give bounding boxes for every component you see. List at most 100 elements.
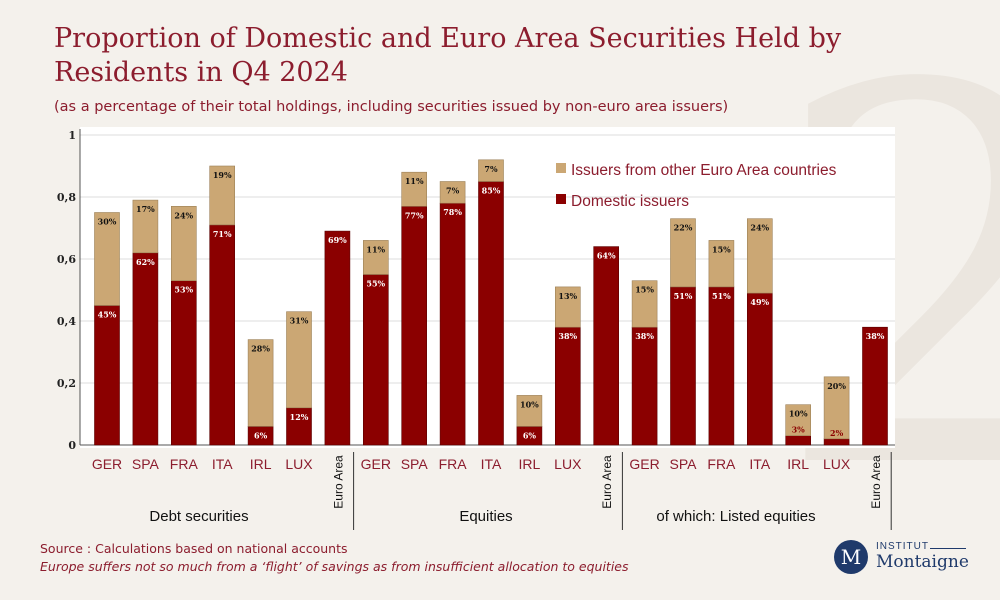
bar-euro-area [708, 240, 735, 288]
bar-euro-area [286, 311, 312, 409]
group-label: of which: Listed equities [656, 508, 815, 525]
footnote-text: Europe suffers not so much from a ‘fligh… [40, 559, 629, 574]
bar-euro-area [516, 395, 543, 427]
bar-euro-area [94, 212, 120, 306]
domestic-data-label: 55% [366, 279, 385, 289]
bar-euro-area [401, 171, 428, 207]
x-category-label: IRL [787, 456, 809, 472]
domestic-data-label: 85% [482, 186, 501, 196]
euro-area-data-label: 24% [174, 210, 193, 220]
bar-euro-area [209, 165, 235, 226]
bar-domestic [862, 326, 888, 446]
x-category-label: SPA [132, 456, 160, 472]
domestic-data-label: 78% [443, 207, 462, 217]
y-tick-label: 0,8 [57, 191, 76, 204]
group-label: Equities [459, 508, 512, 525]
group-label: Debt securities [149, 508, 248, 525]
bar-euro-area [785, 404, 812, 437]
x-category-label: IRL [519, 456, 541, 472]
domestic-data-label: 62% [136, 257, 155, 267]
euro-area-data-label: 24% [750, 223, 769, 233]
euro-area-data-label: 17% [136, 204, 155, 214]
domestic-data-label: 12% [290, 412, 309, 422]
bar-euro-area [478, 159, 504, 182]
bar-domestic [439, 202, 466, 446]
y-tick-label: 0 [68, 439, 76, 452]
bar-domestic [708, 286, 735, 446]
x-category-label: Euro Area [600, 455, 614, 509]
bar-euro-area [670, 218, 696, 288]
domestic-data-label: 53% [174, 285, 193, 295]
bar-domestic [401, 206, 428, 446]
page-subtitle: (as a percentage of their total holdings… [54, 99, 729, 115]
bar-euro-area [171, 206, 197, 282]
logo-line1: INSTITUT [876, 541, 929, 552]
domestic-data-label: 2% [830, 428, 844, 438]
x-category-label: Euro Area [869, 455, 883, 509]
x-category-label: LUX [554, 456, 582, 472]
euro-area-data-label: 30% [98, 217, 117, 227]
x-category-label: GER [361, 456, 391, 472]
bar-domestic [593, 246, 620, 446]
x-category-label: SPA [401, 456, 429, 472]
euro-area-data-label: 31% [290, 316, 309, 326]
bar-domestic [209, 224, 235, 446]
domestic-data-label: 51% [712, 291, 731, 301]
x-category-label: ITA [212, 456, 233, 472]
domestic-data-label: 77% [405, 210, 424, 220]
logo-divider [930, 548, 966, 549]
x-category-label: IRL [250, 456, 272, 472]
euro-area-data-label: 11% [405, 176, 424, 186]
x-category-label: ITA [749, 456, 770, 472]
bar-domestic [286, 407, 312, 446]
euro-area-data-label: 20% [827, 381, 846, 391]
x-category-label: FRA [707, 456, 736, 472]
bar-euro-area [631, 280, 658, 328]
legend-label-domestic: Domestic issuers [571, 193, 689, 210]
domestic-data-label: 38% [866, 331, 885, 341]
domestic-data-label: 6% [523, 430, 537, 440]
x-category-label: FRA [170, 456, 199, 472]
domestic-data-label: 6% [254, 430, 268, 440]
domestic-data-label: 38% [635, 331, 654, 341]
euro-area-data-label: 7% [446, 186, 460, 196]
euro-area-data-label: 13% [558, 291, 577, 301]
x-category-label: LUX [823, 456, 851, 472]
euro-area-data-label: 10% [520, 399, 539, 409]
bar-domestic [785, 435, 812, 446]
bar-euro-area [439, 181, 466, 204]
legend-label-euro-area: Issuers from other Euro Area countries [571, 162, 837, 179]
euro-area-data-label: 19% [213, 170, 232, 180]
bar-euro-area [247, 339, 274, 427]
domestic-data-label: 71% [213, 229, 232, 239]
bar-domestic [554, 326, 581, 446]
logo-line2: Montaigne [876, 552, 969, 572]
x-category-label: GER [92, 456, 122, 472]
x-category-label: ITA [481, 456, 502, 472]
bar-domestic [94, 305, 120, 446]
euro-area-data-label: 11% [366, 244, 385, 254]
bar-domestic [746, 292, 773, 446]
y-tick-label: 0,6 [57, 253, 76, 266]
legend-swatch-domestic [556, 194, 566, 204]
euro-area-data-label: 28% [251, 344, 270, 354]
bar-domestic [171, 280, 197, 446]
domestic-data-label: 38% [558, 331, 577, 341]
euro-area-data-label: 15% [635, 285, 654, 295]
stacked-bar-chart: 0 0,2 0,4 0,6 0,8 1 45% 30% GER 62% 17% SPA 53% 24% FR… [57, 129, 895, 530]
domestic-data-label: 64% [597, 251, 616, 261]
legend-swatch-euro-area [556, 163, 566, 173]
x-category-label: FRA [439, 456, 468, 472]
bar-domestic [670, 286, 696, 446]
euro-area-data-label: 7% [484, 164, 498, 174]
y-tick-label: 1 [68, 129, 76, 142]
domestic-data-label: 69% [328, 235, 347, 245]
bar-domestic [324, 230, 351, 446]
x-category-label: SPA [670, 456, 698, 472]
institut-montaigne-logo: M INSTITUT Montaigne [834, 540, 974, 580]
domestic-data-label: 3% [792, 425, 806, 435]
bar-domestic [362, 274, 389, 446]
domestic-data-label: 45% [98, 310, 117, 320]
bar-domestic [631, 326, 658, 446]
x-category-label: LUX [285, 456, 313, 472]
